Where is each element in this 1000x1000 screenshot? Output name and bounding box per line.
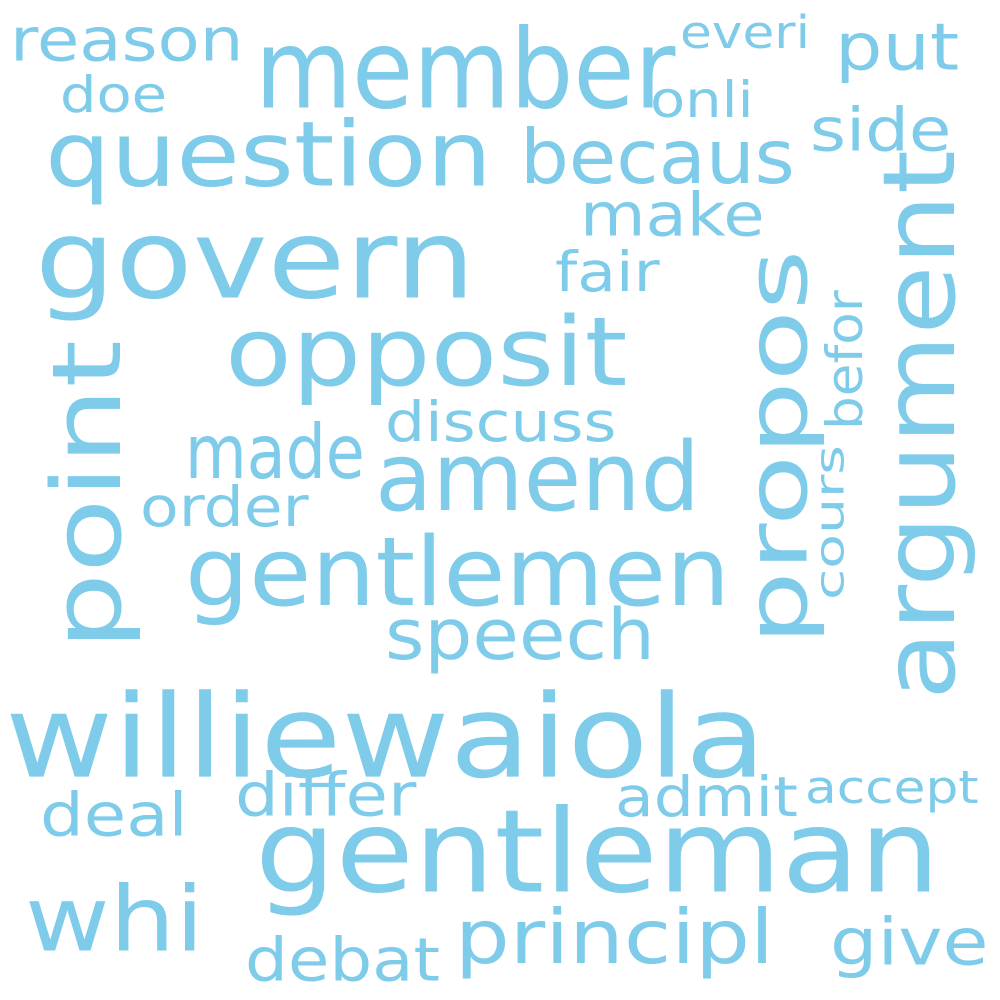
word-accept: accept: [805, 760, 979, 814]
word-amend: amend: [375, 421, 701, 533]
word-admit: admit: [615, 765, 798, 830]
word-speech: speech: [385, 593, 655, 676]
word-doe: doe: [60, 65, 168, 124]
word-question: question: [45, 101, 493, 208]
word-gentleman: gentleman: [255, 784, 940, 920]
word-order: order: [140, 475, 309, 540]
word-whi: whi: [25, 866, 205, 973]
word-cours: cours: [806, 445, 854, 600]
word-argument: argument: [861, 150, 978, 700]
word-befor: befor: [815, 290, 875, 430]
word-becaus: becaus: [520, 113, 795, 201]
word-give: give: [830, 904, 989, 981]
word-point: point: [31, 339, 143, 650]
word-debat: debat: [245, 924, 440, 995]
word-differ: differ: [235, 759, 417, 830]
word-made: made: [185, 408, 365, 496]
word-reason: reason: [10, 4, 244, 75]
word-govern: govern: [35, 195, 476, 324]
word-fair: fair: [555, 240, 660, 305]
word-discuss: discuss: [385, 390, 617, 455]
word-williewaiola: williewaiola: [5, 669, 767, 805]
word-onli: onli: [650, 70, 754, 129]
word-opposit: opposit: [225, 296, 628, 408]
word-everi: everi: [680, 5, 810, 59]
word-principl: principl: [455, 893, 774, 981]
word-side: side: [810, 94, 952, 165]
word-make: make: [580, 179, 765, 250]
word-member: member: [255, 5, 676, 134]
word-gentlemen: gentlemen: [185, 516, 731, 628]
word-put: put: [835, 9, 960, 86]
word-deal: deal: [40, 779, 188, 850]
